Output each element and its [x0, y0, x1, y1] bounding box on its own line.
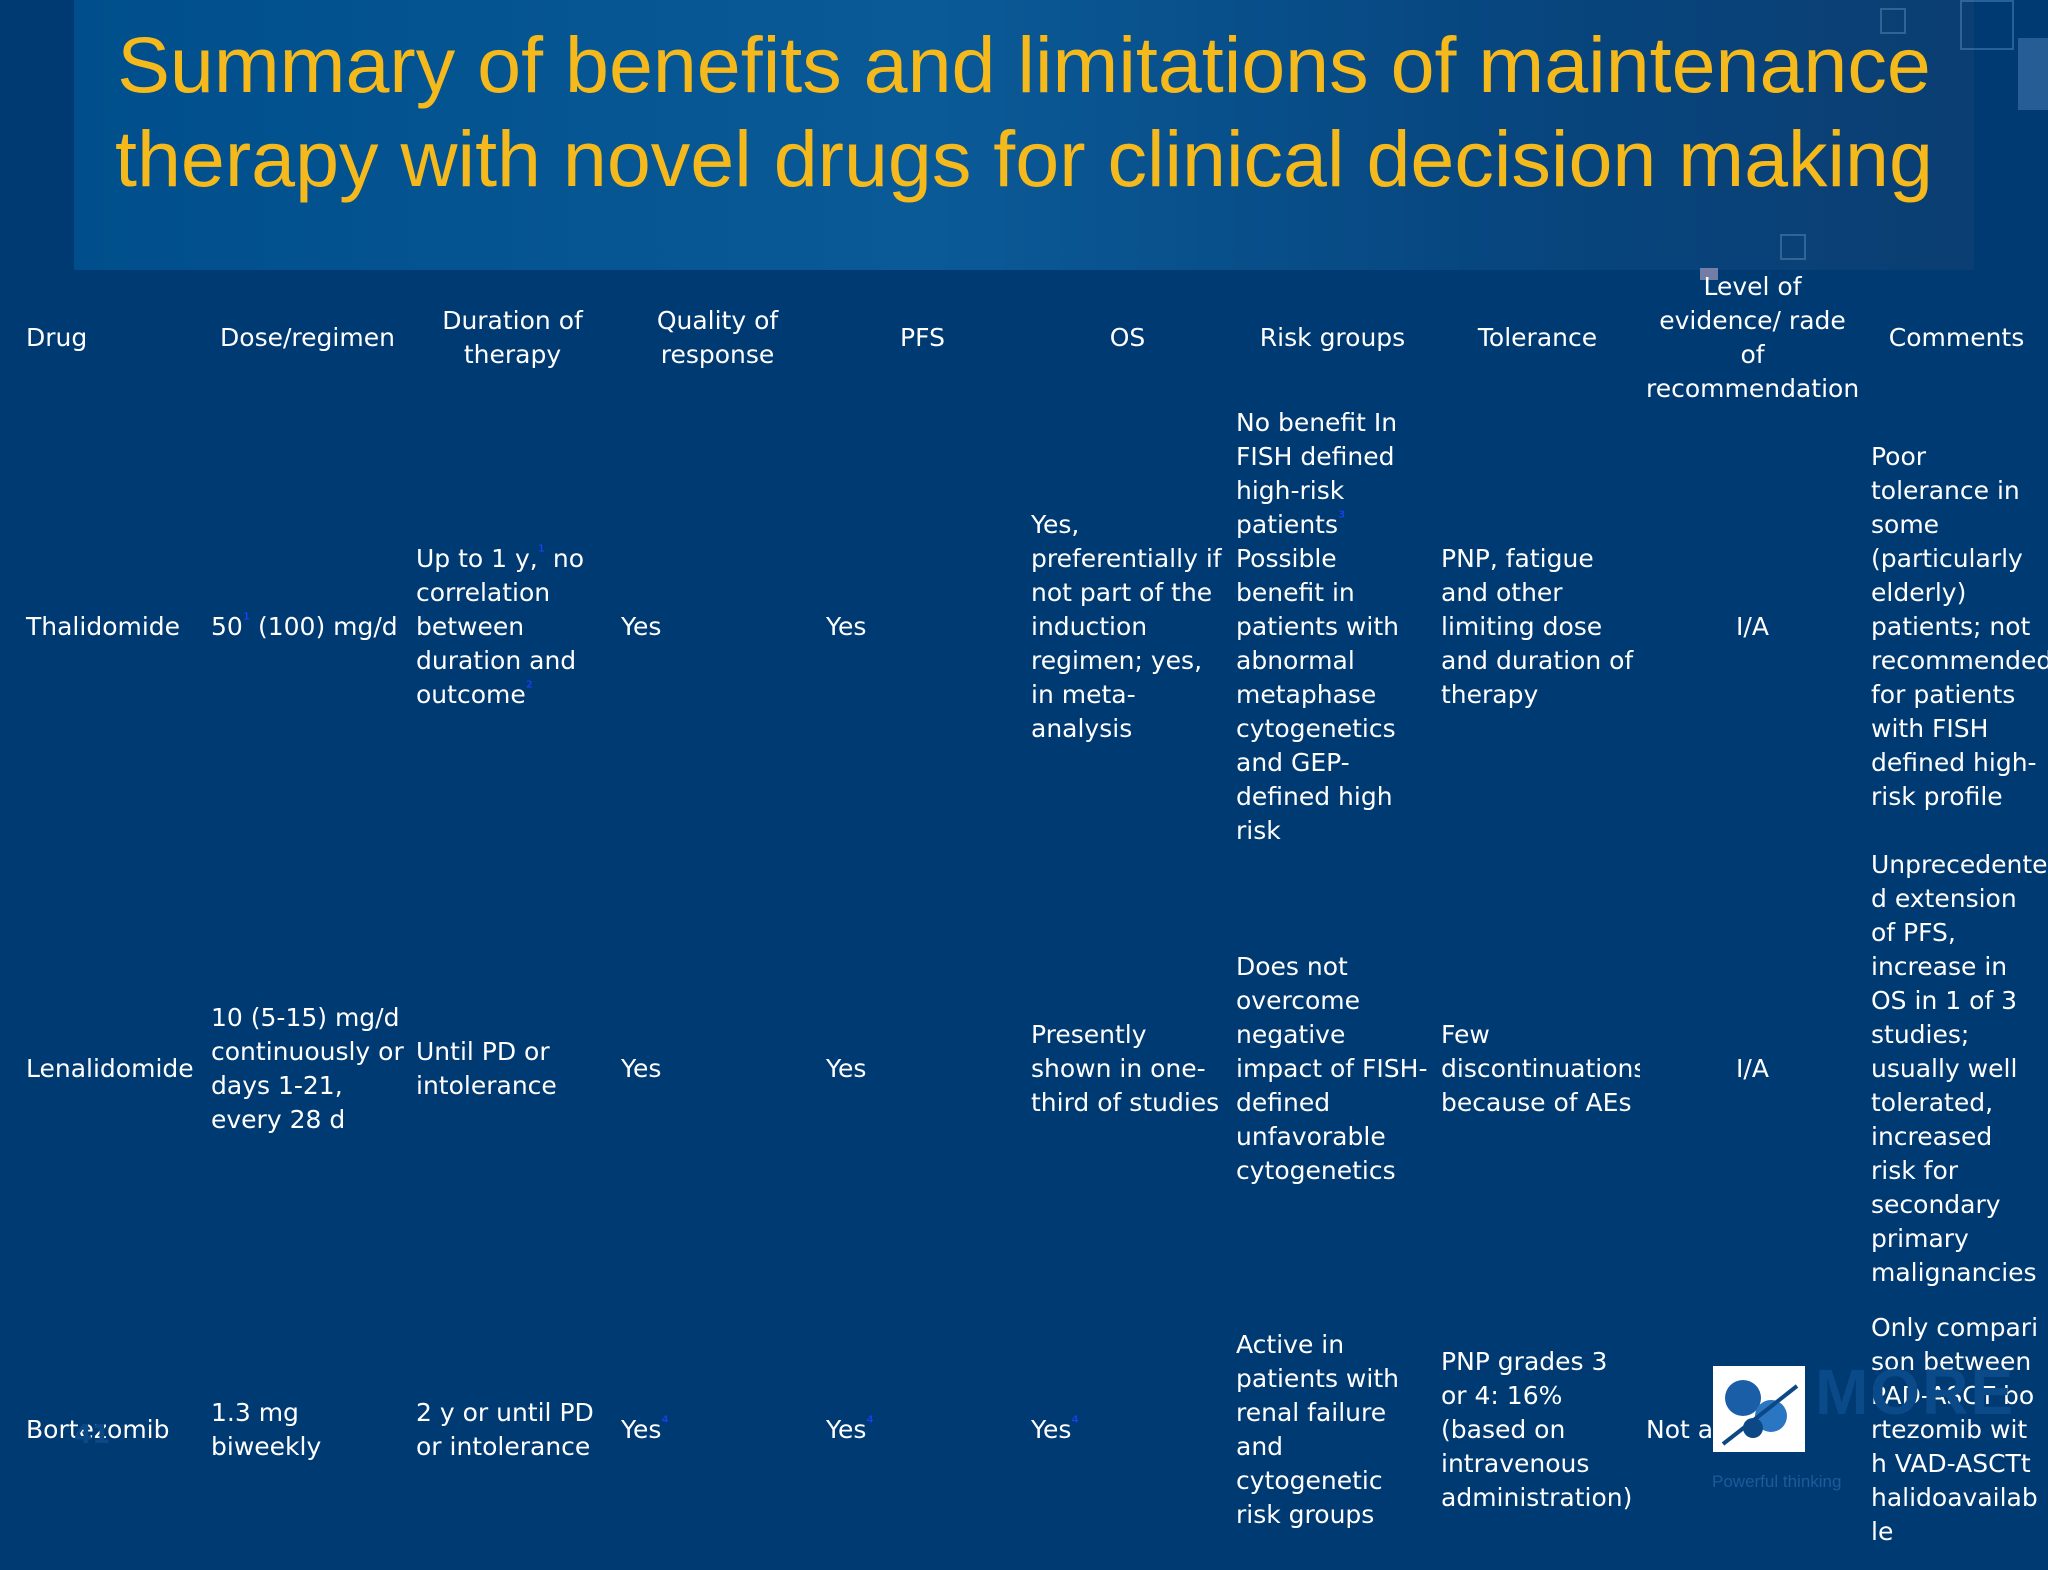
cell-drug: Bortezomib: [26, 1415, 170, 1444]
cell-response: Yes⁴: [615, 1290, 820, 1570]
os-text: Yes: [1031, 1415, 1072, 1444]
cell-os: Yes, preferentially if not part of the i…: [1031, 510, 1222, 743]
title-line-2: therapy with novel drugs for clinical de…: [115, 114, 1933, 203]
reference-mark[interactable]: ⁴: [866, 1412, 874, 1434]
risk-note: Possible benefit in patients with abnorm…: [1236, 544, 1399, 845]
header-drug: Drug: [26, 323, 88, 352]
cell-comments: Poor tolerance in some (particularly eld…: [1871, 442, 2048, 811]
reference-mark[interactable]: ¹: [537, 541, 545, 563]
header-pfs: PFS: [900, 323, 945, 352]
table-row: Lenalidomide 10 (5-15) mg/d continuously…: [20, 848, 2048, 1290]
cell-comments: Only comparison between PAD-ASCT bortezo…: [1871, 1313, 2039, 1546]
table-header-row: Drug Dose/regimen Duration of therapy Qu…: [20, 270, 2048, 406]
risk-text: No benefit In FISH defined high-risk pat…: [1236, 408, 1398, 539]
decorative-square: [1700, 268, 1718, 280]
decorative-square: [1780, 234, 1806, 260]
header-comments: Comments: [1888, 323, 2025, 352]
pfs-text: Yes: [826, 1415, 867, 1444]
header-duration: Duration of therapy: [442, 306, 583, 369]
logo-tagline: Powerful thinking: [1712, 1472, 1842, 1491]
cell-dose: 1.3 mg biweekly: [211, 1398, 322, 1461]
reference-mark[interactable]: ⁴: [661, 1412, 669, 1434]
logo-icon: [1713, 1366, 1805, 1452]
decorative-square: [2018, 38, 2048, 110]
dose-range: (100) mg/d: [257, 612, 398, 641]
cell-pfs: Yes⁴: [820, 1290, 1025, 1570]
header-quality-of-response: Quality of response: [656, 306, 779, 369]
cell-pfs: Yes: [826, 1054, 867, 1083]
cell-comments: Unprecedente d extension of PFS, increas…: [1871, 850, 2048, 1287]
cell-drug: Lenalidomide: [26, 1054, 194, 1083]
header-os: OS: [1109, 323, 1146, 352]
cell-duration: 2 y or until PD or intolerance: [416, 1398, 594, 1461]
maintenance-therapy-table: Drug Dose/regimen Duration of therapy Qu…: [20, 270, 2048, 1570]
cell-dose: 50¹ (100) mg/d: [205, 406, 410, 848]
duration-note: no correlation between duration and outc…: [416, 544, 585, 709]
reference-mark[interactable]: ⁴: [1071, 1412, 1079, 1434]
response-text: Yes: [621, 1415, 662, 1444]
cell-risk-groups: No benefit In FISH defined high-risk pat…: [1230, 406, 1435, 848]
slide-title: Summary of benefits and limitations of m…: [74, 18, 1974, 206]
title-line-1: Summary of benefits and limitations of m…: [117, 20, 1931, 109]
table-row: Thalidomide 50¹ (100) mg/d Up to 1 y,¹ n…: [20, 406, 2048, 848]
cell-tolerance: PNP grades 3 or 4: 16% (based on intrave…: [1441, 1347, 1633, 1512]
page-number: 41: [74, 1420, 111, 1450]
title-band: [74, 0, 1974, 270]
cell-risk-groups: Active in patients with renal failure an…: [1236, 1330, 1399, 1529]
cell-response: Yes: [621, 1054, 662, 1083]
cell-evidence: I/A: [1736, 612, 1769, 641]
cell-evidence: I/A: [1736, 1054, 1769, 1083]
cell-risk-groups: Does not overcome negative impact of FIS…: [1236, 952, 1428, 1185]
header-risk-groups: Risk groups: [1259, 323, 1406, 352]
cell-duration: Until PD or intolerance: [416, 1037, 557, 1100]
cell-tolerance: PNP, fatigue and other limiting dose and…: [1441, 544, 1634, 709]
cell-pfs: Yes: [826, 612, 867, 641]
cell-tolerance: Few discontinuations because of AEs: [1441, 1020, 1640, 1117]
cell-os: Yes⁴: [1025, 1290, 1230, 1570]
cell-os: Presently shown in one-third of studies: [1031, 1020, 1220, 1117]
dose-value: 50: [211, 612, 243, 641]
decorative-square: [1960, 0, 2014, 50]
acorn-leaf-icon: [1721, 1380, 1799, 1446]
duration-text: Up to 1 y,: [416, 544, 538, 573]
header-dose-regimen: Dose/regimen: [220, 323, 395, 352]
cell-duration: Up to 1 y,¹ no correlation between durat…: [410, 406, 615, 848]
cell-drug: Thalidomide: [26, 612, 181, 641]
reference-mark[interactable]: ²: [525, 677, 533, 699]
header-level-of-evidence: Level of evidence/ rade of recommendatio…: [1646, 272, 1860, 403]
logo-wordmark: MORE: [1815, 1356, 2015, 1428]
header-tolerance: Tolerance: [1477, 323, 1598, 352]
reference-mark[interactable]: ³: [1338, 507, 1346, 529]
reference-mark[interactable]: ¹: [242, 609, 251, 631]
cell-dose: 10 (5-15) mg/d continuously or days 1-21…: [211, 1003, 404, 1134]
cell-response: Yes: [621, 612, 662, 641]
decorative-square: [1880, 8, 1906, 34]
